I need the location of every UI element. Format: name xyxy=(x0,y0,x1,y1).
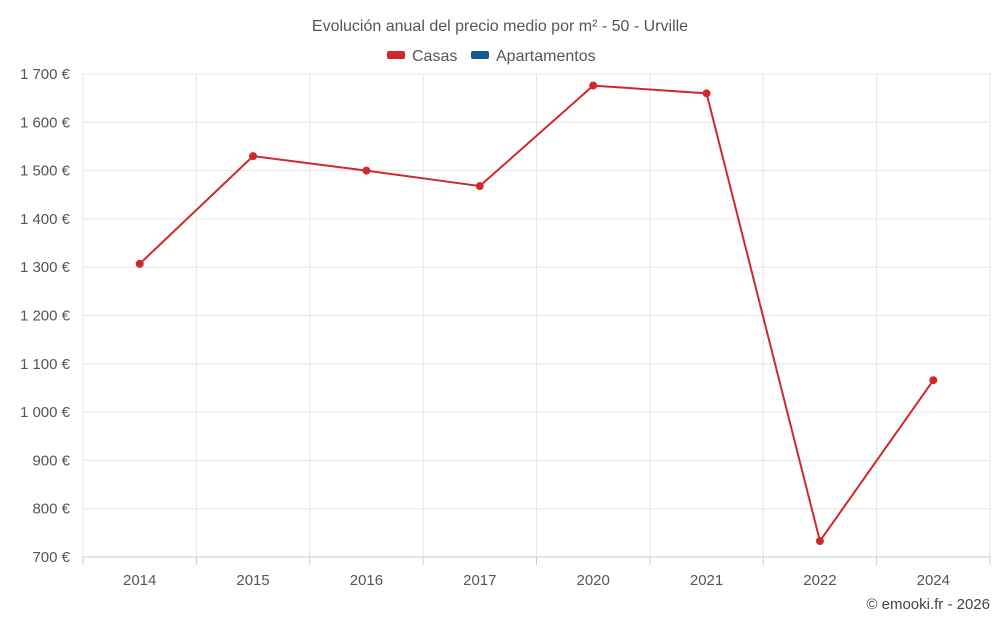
data-point-casas-2017[interactable] xyxy=(475,182,484,191)
x-tick-label: 2024 xyxy=(917,572,950,589)
series-line-casas xyxy=(138,84,935,543)
y-tick-label: 1 200 € xyxy=(20,308,71,325)
x-axis-ticks: 2014 2015 2016 2017 2020 2021 2022 2024 xyxy=(123,572,950,589)
legend-item-apartamentos[interactable]: Apartamentos xyxy=(471,48,596,65)
y-axis-ticks: 700 € 800 € 900 € 1 000 € 1 100 € 1 200 € 1 30… xyxy=(20,66,71,566)
x-tick-label: 2022 xyxy=(803,572,836,589)
data-point-casas-2024[interactable] xyxy=(929,376,938,385)
y-tick-label: 1 600 € xyxy=(20,114,71,131)
y-tick-label: 1 000 € xyxy=(20,404,71,421)
y-tick-label: 700 € xyxy=(32,549,70,566)
data-point-casas-2021[interactable] xyxy=(702,89,711,98)
legend-label-apartamentos: Apartamentos xyxy=(496,48,596,65)
data-point-casas-2022[interactable] xyxy=(815,537,824,546)
y-tick-label: 1 300 € xyxy=(20,259,71,276)
legend: Casas Apartamentos xyxy=(387,48,596,65)
data-point-casas-2020[interactable] xyxy=(589,81,598,90)
y-tick-label: 1 100 € xyxy=(20,356,71,373)
x-tick-label: 2021 xyxy=(690,572,723,589)
chart-title: Evolución anual del precio medio por m² … xyxy=(312,18,688,35)
x-tick-label: 2016 xyxy=(350,572,383,589)
legend-item-casas[interactable]: Casas xyxy=(387,48,457,65)
x-tick-label: 2014 xyxy=(123,572,156,589)
y-tick-label: 1 400 € xyxy=(20,211,71,228)
y-tick-label: 1 700 € xyxy=(20,66,71,83)
x-tick-label: 2015 xyxy=(236,572,269,589)
series-casas xyxy=(135,81,938,546)
data-point-casas-2015[interactable] xyxy=(249,152,258,161)
credit-text: © emooki.fr - 2026 xyxy=(866,596,990,613)
y-tick-label: 900 € xyxy=(32,452,70,469)
x-tick-label: 2020 xyxy=(577,572,610,589)
y-tick-label: 1 500 € xyxy=(20,163,71,180)
x-tick-label: 2017 xyxy=(463,572,496,589)
legend-swatch-casas xyxy=(387,51,405,59)
data-point-casas-2014[interactable] xyxy=(135,259,144,268)
y-tick-label: 800 € xyxy=(32,501,70,518)
x-gridlines xyxy=(82,74,991,565)
legend-label-casas: Casas xyxy=(412,48,457,65)
data-point-casas-2016[interactable] xyxy=(362,166,371,175)
legend-swatch-apartamentos xyxy=(471,51,489,59)
